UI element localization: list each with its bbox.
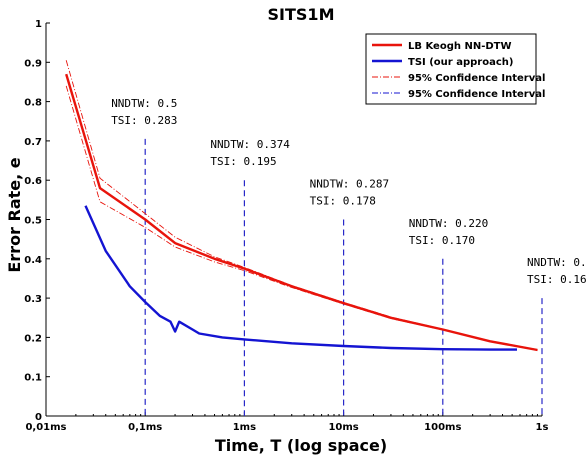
y-tick-label: 0.2 bbox=[24, 333, 42, 344]
legend-entry: 95% Confidence Interval bbox=[408, 89, 545, 100]
y-tick-label: 0 bbox=[35, 412, 42, 423]
x-tick-label: 100ms bbox=[424, 422, 461, 433]
marker-annotation: NNDTW: 0.220 bbox=[409, 217, 488, 230]
x-axis: 0,01ms 0,1ms 1ms 10ms 100ms 1s bbox=[25, 412, 548, 433]
x-axis-label: Time, T (log space) bbox=[215, 436, 387, 455]
y-tick-label: 0.5 bbox=[24, 216, 42, 227]
series-line bbox=[84, 205, 517, 351]
series-ci-lower bbox=[65, 85, 538, 351]
legend-entry: LB Keogh NN-DTW bbox=[408, 41, 512, 52]
marker-annotation: NNDTW: 0.287 bbox=[310, 178, 389, 191]
x-tick-label: 10ms bbox=[328, 422, 358, 433]
y-tick-label: 0.3 bbox=[24, 294, 42, 305]
y-tick-label: 1 bbox=[35, 19, 42, 30]
y-tick-label: 0.4 bbox=[24, 255, 42, 266]
marker-annotation: TSI: 0.283 bbox=[111, 114, 177, 127]
legend-entry: 95% Confidence Interval bbox=[408, 73, 545, 84]
y-axis: 0 0.1 0.2 0.3 0.4 0.5 0.6 0.7 0.8 0.9 1 bbox=[24, 19, 50, 423]
y-tick-label: 0.6 bbox=[24, 176, 42, 187]
series-group bbox=[65, 60, 538, 352]
marker-annotation: TSI: 0.170 bbox=[409, 234, 475, 247]
y-tick-label: 0.9 bbox=[24, 58, 42, 69]
legend-entry: TSI (our approach) bbox=[408, 57, 513, 68]
x-tick-label: 1ms bbox=[233, 422, 256, 433]
x-tick-label: 0,01ms bbox=[25, 422, 66, 433]
legend: LB Keogh NN-DTW TSI (our approach) 95% Con… bbox=[365, 33, 545, 105]
marker-annotation: NNDTW: 0.374 bbox=[210, 138, 290, 151]
marker-annotation: NNDTW: 0.168 bbox=[527, 256, 587, 269]
y-tick-label: 0.1 bbox=[24, 373, 42, 384]
x-tick-label: 1s bbox=[536, 422, 549, 433]
chart-title: SITS1M bbox=[268, 5, 335, 24]
marker-annotation: TSI: 0.169 bbox=[527, 273, 587, 286]
marker-annotation: TSI: 0.178 bbox=[310, 195, 376, 208]
legend-box bbox=[365, 33, 537, 105]
vertical-markers: NNDTW: 0.5 TSI: 0.283 NNDTW: 0.374 TSI: 0.1… bbox=[111, 97, 587, 416]
y-tick-label: 0.7 bbox=[24, 137, 42, 148]
y-axis-label: Error Rate, e bbox=[5, 157, 24, 272]
y-tick-label: 0.8 bbox=[24, 98, 42, 109]
x-tick-label: 0,1ms bbox=[128, 422, 162, 433]
marker-annotation: NNDTW: 0.5 bbox=[111, 97, 177, 110]
marker-annotation: TSI: 0.195 bbox=[210, 155, 276, 168]
series-ci-upper bbox=[65, 60, 538, 351]
